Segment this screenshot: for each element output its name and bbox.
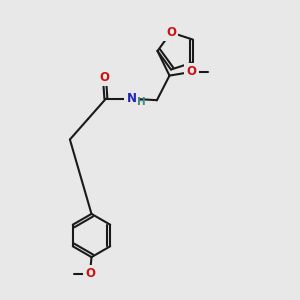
Text: N: N — [126, 92, 136, 105]
Text: O: O — [99, 70, 110, 84]
Text: O: O — [186, 65, 196, 79]
Text: H: H — [137, 97, 146, 107]
Text: O: O — [85, 267, 95, 280]
Text: O: O — [166, 26, 176, 39]
Text: O: O — [166, 26, 176, 39]
